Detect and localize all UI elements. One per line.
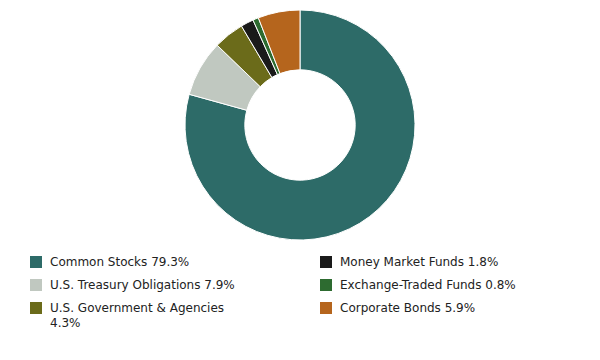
legend-swatch (30, 302, 42, 314)
legend-label: U.S. Government & Agencies4.3% (50, 301, 224, 329)
legend-label: Money Market Funds 1.8% (340, 255, 498, 269)
legend-item: Exchange-Traded Funds 0.8% (320, 278, 516, 292)
legend-label: Exchange-Traded Funds 0.8% (340, 278, 516, 292)
legend-swatch (30, 256, 42, 268)
legend-item: Corporate Bonds 5.9% (320, 301, 475, 315)
chart-container: Common Stocks 79.3% U.S. Treasury Obligat… (0, 0, 600, 360)
legend-item: U.S. Government & Agencies4.3% (30, 301, 224, 329)
legend-swatch (320, 302, 332, 314)
legend-item: U.S. Treasury Obligations 7.9% (30, 278, 235, 292)
legend-swatch (320, 256, 332, 268)
legend-item: Common Stocks 79.3% (30, 255, 189, 269)
legend-label: Common Stocks 79.3% (50, 255, 189, 269)
legend-item: Money Market Funds 1.8% (320, 255, 498, 269)
pie-slice (258, 10, 300, 74)
chart-svg: Common Stocks 79.3% U.S. Treasury Obligat… (0, 0, 600, 360)
legend-swatch (30, 279, 42, 291)
legend-label: Corporate Bonds 5.9% (340, 301, 475, 315)
legend: Common Stocks 79.3% U.S. Treasury Obligat… (30, 255, 516, 329)
legend-swatch (320, 279, 332, 291)
pie-group (185, 10, 415, 240)
legend-label: U.S. Treasury Obligations 7.9% (50, 278, 235, 292)
pie-slice (185, 10, 415, 240)
